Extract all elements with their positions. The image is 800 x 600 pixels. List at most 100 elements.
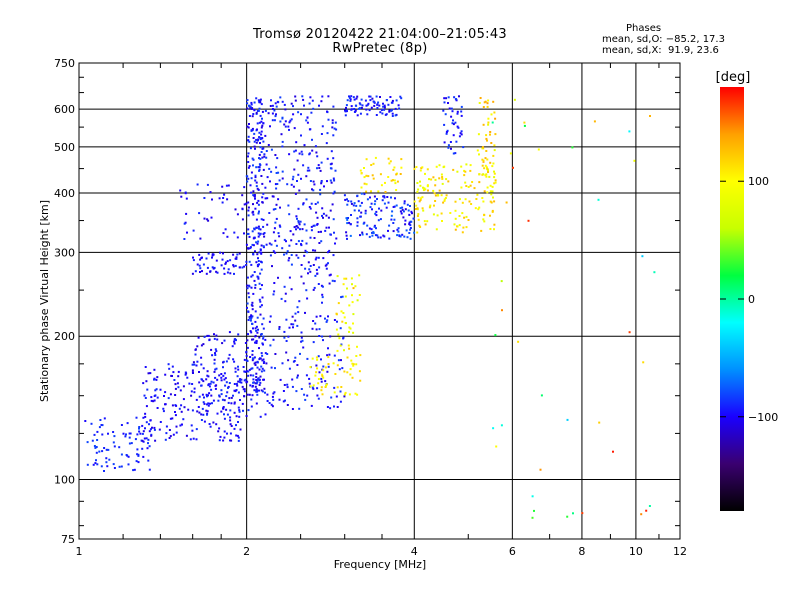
data-point [296,374,299,377]
data-point [280,297,283,300]
data-point [407,209,410,212]
data-point [374,212,377,215]
data-point [493,223,496,226]
data-point [433,192,436,195]
data-point [270,99,272,102]
data-point [308,169,311,172]
data-point [294,149,297,152]
data-point [310,229,313,232]
data-point [246,306,248,309]
data-point [154,394,157,397]
data-point [194,353,197,356]
data-point [228,353,231,356]
data-point [226,235,229,238]
data-point [302,202,305,205]
data-point [254,286,257,289]
data-point [271,405,274,408]
data-point [254,334,257,337]
data-point [387,103,390,106]
data-point [312,264,315,266]
data-point [399,207,402,210]
data-point [370,106,373,109]
data-point [451,110,454,113]
data-point [271,104,274,107]
data-point [363,176,366,179]
data-point [291,378,294,381]
data-point [355,363,358,366]
data-point [315,356,318,359]
data-point [370,190,372,193]
data-point [256,265,259,268]
data-point [298,223,301,226]
data-point [487,169,489,172]
data-point [135,460,138,463]
data-point [258,131,261,134]
data-point [255,372,258,375]
data-point [275,172,278,174]
data-point [172,433,175,436]
data-point [233,402,236,405]
data-point [441,220,443,222]
data-point [469,184,472,187]
data-point [251,243,254,246]
data-point [175,404,178,407]
data-point [258,298,261,301]
data-point [314,322,317,325]
data-point [387,157,390,160]
data-point [337,359,340,362]
data-point [214,376,217,379]
data-point [258,153,261,156]
data-point [322,257,325,260]
data-point [359,234,361,237]
data-point [420,197,422,200]
data-point [361,233,364,236]
data-point [261,284,263,287]
data-point [389,96,392,98]
data-point [300,331,303,334]
data-point [453,96,456,99]
data-point [315,328,318,331]
data-point [303,254,306,257]
data-point [320,161,323,164]
data-point [279,120,282,123]
data-point [260,268,263,271]
x-tick-label: 1 [76,545,83,558]
data-point [478,206,481,209]
data-point [334,121,337,124]
data-point [154,439,157,442]
data-point [300,150,303,153]
data-point [365,174,368,177]
data-point [265,163,268,166]
data-point [177,375,180,378]
data-point [208,392,211,395]
data-point [213,337,216,340]
data-point [238,266,241,269]
data-point [271,265,273,268]
data-point [187,408,190,411]
data-point [232,265,235,268]
data-point [226,198,229,201]
data-point [265,243,268,246]
data-point [180,404,183,407]
data-point [261,359,264,362]
data-point [297,311,300,314]
data-point [360,186,363,189]
data-point [292,175,295,178]
data-point [101,424,104,427]
data-point [237,391,240,394]
data-point [312,224,315,227]
data-point [432,176,435,179]
data-point [254,385,257,388]
data-point [227,184,230,187]
data-point [263,235,266,238]
data-point [247,161,250,163]
data-point [258,368,261,371]
data-point [306,169,309,172]
data-point [390,218,393,221]
data-point [385,206,388,209]
data-point [500,424,503,427]
data-point [441,176,444,178]
data-point [279,96,282,99]
data-point [221,342,224,345]
data-point [221,398,224,401]
